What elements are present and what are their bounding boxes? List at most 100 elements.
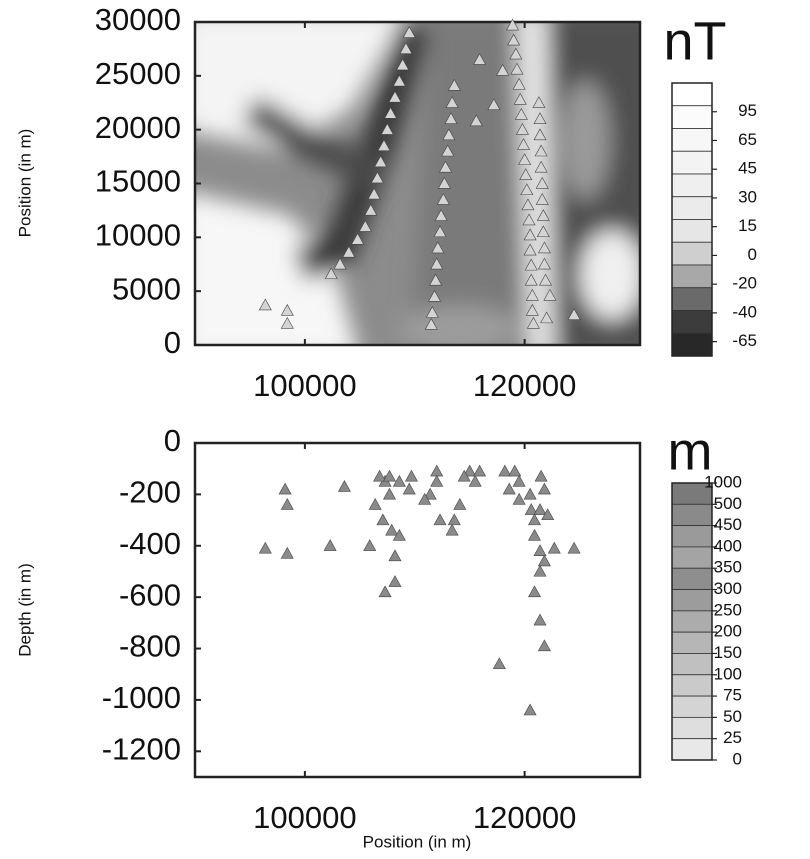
colorbar-label: 45 <box>738 159 757 178</box>
station-marker <box>507 33 521 46</box>
colorbar-label: 300 <box>714 579 742 598</box>
station-marker <box>513 92 527 105</box>
x-axis-title: Position (in m) <box>363 832 472 851</box>
station-marker <box>447 513 461 526</box>
station-marker <box>567 308 581 320</box>
y-axis-title: Position (in m) <box>15 129 34 238</box>
station-marker <box>364 203 378 216</box>
station-marker <box>537 482 551 495</box>
y-axis-title: Depth (in m) <box>15 563 34 657</box>
station-marker <box>514 107 528 120</box>
colorbar-segment <box>671 173 713 198</box>
y-tick-label: 25000 <box>95 56 181 91</box>
colorbar-label: 65 <box>738 130 757 149</box>
station-marker <box>537 554 551 567</box>
station-marker <box>567 541 581 554</box>
station-marker <box>469 114 483 127</box>
y-tick-label: -400 <box>119 526 181 561</box>
station-marker <box>396 58 410 71</box>
station-marker <box>518 153 532 165</box>
station-marker <box>512 474 526 487</box>
x-tick-label: 120000 <box>473 368 576 403</box>
station-marker <box>374 155 388 168</box>
station-marker <box>388 549 402 562</box>
station-marker <box>525 303 539 316</box>
station-marker <box>437 176 451 189</box>
station-marker <box>447 78 461 91</box>
station-marker <box>540 311 554 324</box>
station-marker <box>535 193 549 205</box>
station-marker <box>532 96 546 108</box>
station-marker <box>376 513 390 526</box>
colorbar-segment <box>671 610 713 633</box>
station-marker <box>392 474 406 487</box>
station-marker <box>392 528 406 541</box>
colorbar-segment <box>671 738 713 761</box>
station-marker <box>280 303 294 316</box>
colorbar-label: 450 <box>714 515 742 534</box>
station-marker <box>515 123 529 135</box>
station-marker <box>367 187 381 200</box>
colorbar-label: 100 <box>714 664 742 683</box>
station-marker <box>523 243 537 256</box>
colorbar-frame <box>671 82 713 357</box>
station-marker <box>536 209 550 221</box>
colorbar-segment <box>671 567 713 590</box>
station-marker <box>473 464 487 477</box>
station-marker <box>388 90 402 103</box>
station-marker <box>512 492 526 505</box>
station-marker <box>463 464 477 477</box>
station-marker <box>524 503 538 515</box>
station-marker <box>533 544 547 557</box>
station-marker <box>430 257 444 270</box>
station-marker <box>533 613 547 626</box>
station-marker <box>377 139 391 151</box>
station-marker <box>537 639 551 652</box>
colorbar-label: 400 <box>714 536 742 555</box>
station-marker <box>533 564 547 577</box>
station-marker <box>436 193 450 205</box>
colorbar-segment <box>671 287 713 311</box>
station-marker <box>541 508 555 521</box>
colorbar-segment <box>671 264 713 289</box>
colorbar-segment <box>671 105 713 129</box>
station-marker <box>333 257 347 270</box>
colorbar-label: -40 <box>732 302 757 321</box>
y-tick-label: 20000 <box>95 110 181 145</box>
station-marker <box>433 225 447 238</box>
y-tick-label: -600 <box>119 577 181 612</box>
station-marker <box>385 523 399 536</box>
station-marker <box>457 469 471 482</box>
y-tick-label: 0 <box>164 423 181 458</box>
colorbar-label: 350 <box>714 558 742 577</box>
colorbar-label: 1000 <box>704 472 742 491</box>
station-marker <box>528 513 542 526</box>
station-marker <box>363 539 377 551</box>
colorbar-segment <box>671 196 713 220</box>
colorbar-title: nT <box>663 11 726 71</box>
colorbar-segment <box>671 589 713 612</box>
station-marker <box>538 273 553 286</box>
station-marker <box>323 539 337 551</box>
colorbar-segment <box>671 310 713 334</box>
colorbar-segment <box>671 525 713 548</box>
station-marker <box>533 503 547 515</box>
colorbar-frame <box>671 482 713 761</box>
colorbar-segment <box>671 128 713 152</box>
station-marker <box>522 213 536 226</box>
station-marker <box>424 317 438 330</box>
y-tick-label: 0 <box>164 325 181 360</box>
station-marker <box>506 18 520 31</box>
station-marker <box>536 225 550 238</box>
station-marker <box>498 464 512 477</box>
colorbar-label: 250 <box>714 600 742 619</box>
station-marker <box>547 541 561 554</box>
station-marker <box>445 96 459 108</box>
colorbar-segment <box>671 219 713 243</box>
station-marker <box>534 160 548 173</box>
colorbar-segment <box>671 332 713 357</box>
colorbar-label: 0 <box>748 245 757 264</box>
station-marker <box>433 513 447 526</box>
colorbar-segment <box>671 716 713 740</box>
